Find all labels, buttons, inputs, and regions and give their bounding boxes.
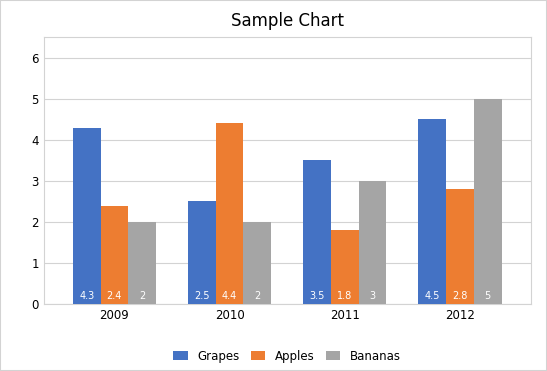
Text: 2.8: 2.8 — [452, 291, 468, 301]
Legend: Grapes, Apples, Bananas: Grapes, Apples, Bananas — [168, 345, 406, 367]
Title: Sample Chart: Sample Chart — [231, 12, 344, 30]
Text: 3: 3 — [369, 291, 376, 301]
Bar — [303, 160, 331, 304]
Text: 2: 2 — [139, 291, 145, 301]
Text: 5: 5 — [485, 291, 491, 301]
Bar — [101, 206, 128, 304]
Text: 4.5: 4.5 — [424, 291, 440, 301]
Text: 4.3: 4.3 — [79, 291, 94, 301]
Bar — [216, 124, 243, 304]
Text: 2: 2 — [254, 291, 260, 301]
Bar — [243, 222, 271, 304]
Bar — [418, 119, 446, 304]
Bar — [331, 230, 359, 304]
Text: 3.5: 3.5 — [310, 291, 325, 301]
Bar — [446, 189, 474, 304]
Bar — [474, 99, 502, 304]
Text: 1.8: 1.8 — [337, 291, 352, 301]
Text: 2.5: 2.5 — [194, 291, 210, 301]
Text: 2.4: 2.4 — [107, 291, 122, 301]
Bar — [188, 201, 216, 304]
Text: 4.4: 4.4 — [222, 291, 237, 301]
Bar — [73, 128, 101, 304]
Bar — [128, 222, 156, 304]
Bar — [359, 181, 386, 304]
